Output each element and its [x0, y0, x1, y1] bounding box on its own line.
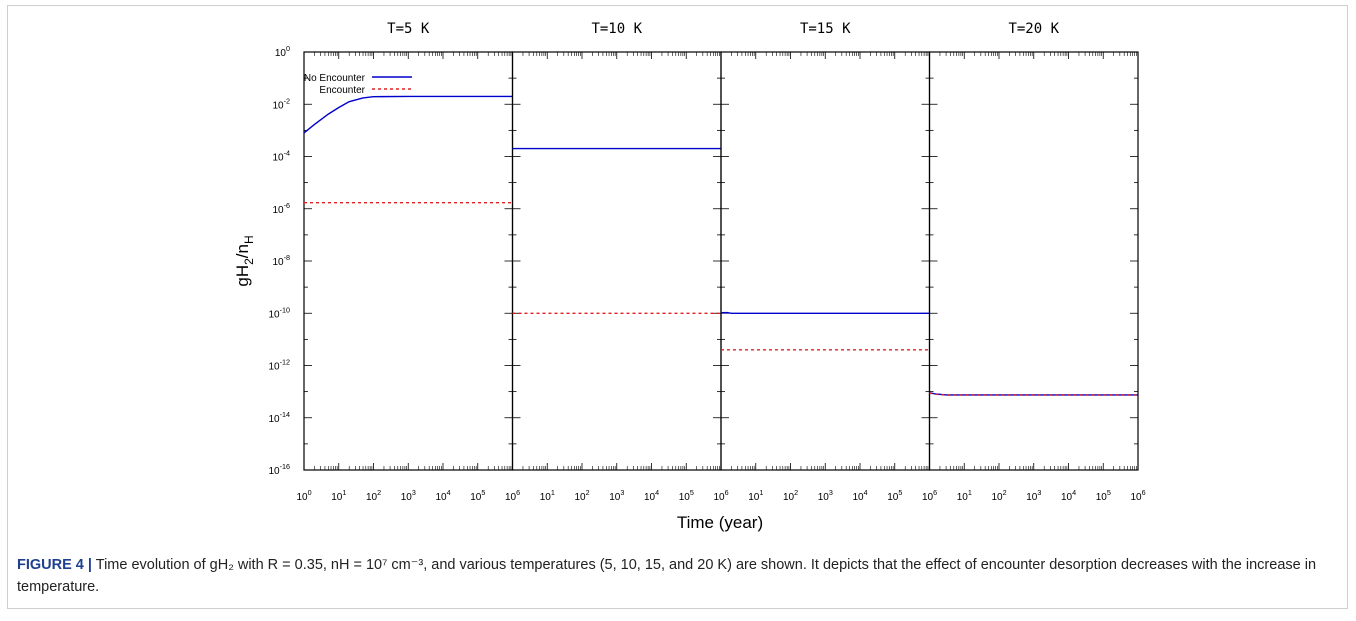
y-tick-label: 10-14: [268, 410, 290, 425]
x-tick-label: 106: [505, 488, 520, 503]
x-axis-label: Time (year): [677, 513, 763, 532]
y-tick-label: 10-6: [272, 201, 290, 216]
x-tick-label: 100: [296, 488, 311, 503]
x-tick-label: 105: [679, 488, 694, 503]
x-tick-label: 106: [1130, 488, 1145, 503]
caption-text: Time evolution of gH₂ with R = 0.35, nH …: [17, 557, 1316, 595]
x-tick-label: 103: [818, 488, 833, 503]
x-tick-label: 102: [783, 488, 798, 503]
x-tick-label: 106: [922, 488, 937, 503]
x-tick-label: 101: [748, 488, 763, 503]
y-tick-label: 10-8: [272, 253, 290, 268]
x-tick-label: 104: [1061, 488, 1076, 503]
y-tick-label: 10-12: [268, 358, 290, 373]
x-tick-label: 104: [435, 488, 450, 503]
x-tick-label: 103: [1026, 488, 1041, 503]
x-tick-label: 102: [574, 488, 589, 503]
y-axis-label: gH2/nH: [233, 235, 256, 286]
panel-frame: [930, 52, 1139, 470]
x-tick-label: 103: [401, 488, 416, 503]
panel-frame: [304, 52, 513, 470]
x-tick-label: 101: [540, 488, 555, 503]
y-tick-label: 10-10: [268, 305, 290, 320]
series-line-no-encounter: [721, 313, 930, 314]
caption-label: FIGURE 4 |: [17, 557, 92, 573]
series-line-no-encounter: [304, 96, 513, 132]
panel-frame: [513, 52, 722, 470]
x-tick-label: 106: [713, 488, 728, 503]
x-tick-label: 105: [470, 488, 485, 503]
x-tick-label: 104: [852, 488, 867, 503]
x-tick-label: 105: [887, 488, 902, 503]
panel-2: T=10 K: [513, 21, 722, 470]
panel-4: T=20 K: [930, 21, 1139, 470]
x-tick-label: 102: [366, 488, 381, 503]
panel-title: T=20 K: [1008, 21, 1059, 37]
x-tick-label: 102: [991, 488, 1006, 503]
panel-3: T=15 K: [721, 21, 930, 470]
y-tick-label: 10-16: [268, 462, 290, 477]
x-tick-label: 101: [957, 488, 972, 503]
x-tick-label: 103: [609, 488, 624, 503]
x-tick-label: 104: [644, 488, 659, 503]
y-tick-label: 10-4: [272, 149, 290, 164]
y-tick-label: 10-2: [272, 96, 290, 111]
chart: T=5 K 100 101 102 103 104 105 106 T=10 K 101 102 10…: [0, 0, 1356, 548]
y-tick-label: 100: [275, 44, 290, 59]
x-tick-label: 101: [331, 488, 346, 503]
x-tick-label: 105: [1096, 488, 1111, 503]
panel-title: T=5 K: [387, 21, 430, 37]
panel-title: T=10 K: [591, 21, 642, 37]
legend-label: No Encounter: [304, 73, 366, 84]
panel-title: T=15 K: [800, 21, 851, 37]
legend-label: Encounter: [319, 85, 365, 96]
figure-caption: FIGURE 4 | Time evolution of gH₂ with R …: [17, 554, 1337, 598]
panel-frame: [721, 52, 930, 470]
